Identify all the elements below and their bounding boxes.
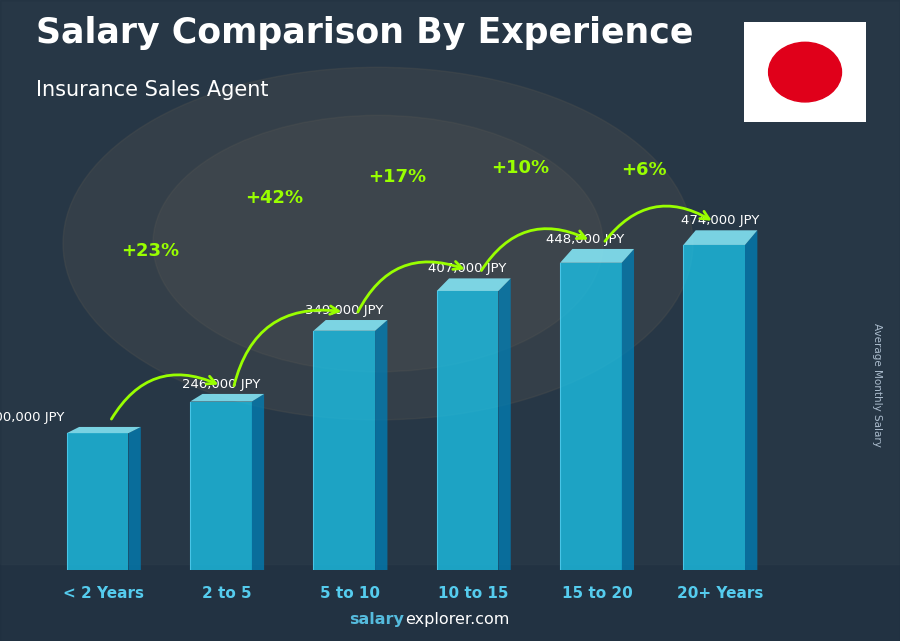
Text: 20+ Years: 20+ Years (677, 586, 763, 601)
Text: salary: salary (349, 612, 404, 627)
Bar (0, 0, 900, 564)
Polygon shape (375, 320, 387, 570)
Ellipse shape (153, 115, 603, 372)
Text: +10%: +10% (491, 159, 550, 177)
Polygon shape (313, 331, 375, 570)
Polygon shape (622, 249, 634, 570)
Text: +42%: +42% (245, 188, 303, 206)
Text: 15 to 20: 15 to 20 (562, 586, 633, 601)
Circle shape (769, 42, 842, 102)
Text: Salary Comparison By Experience: Salary Comparison By Experience (36, 16, 693, 50)
Text: +23%: +23% (122, 242, 180, 260)
Polygon shape (560, 249, 634, 263)
Polygon shape (683, 245, 745, 570)
Text: 5 to 10: 5 to 10 (320, 586, 381, 601)
Text: 10 to 15: 10 to 15 (438, 586, 509, 601)
Polygon shape (436, 278, 510, 291)
Text: +6%: +6% (621, 161, 667, 179)
Text: 448,000 JPY: 448,000 JPY (545, 233, 624, 246)
Polygon shape (683, 230, 757, 245)
Text: +17%: +17% (368, 168, 427, 186)
Text: Average Monthly Salary: Average Monthly Salary (871, 322, 882, 447)
Text: < 2 Years: < 2 Years (63, 586, 144, 601)
Text: explorer.com: explorer.com (405, 612, 509, 627)
Polygon shape (560, 263, 622, 570)
Polygon shape (67, 433, 129, 570)
Text: 246,000 JPY: 246,000 JPY (182, 378, 260, 390)
Polygon shape (252, 394, 264, 570)
Polygon shape (190, 394, 264, 401)
Polygon shape (499, 278, 510, 570)
Text: 407,000 JPY: 407,000 JPY (428, 262, 507, 275)
Polygon shape (67, 427, 140, 433)
Polygon shape (129, 427, 140, 570)
Text: Insurance Sales Agent: Insurance Sales Agent (36, 80, 268, 100)
Polygon shape (313, 320, 387, 331)
Polygon shape (190, 401, 252, 570)
Text: 474,000 JPY: 474,000 JPY (681, 214, 760, 227)
Polygon shape (745, 230, 757, 570)
Text: 2 to 5: 2 to 5 (202, 586, 252, 601)
Polygon shape (436, 291, 499, 570)
Ellipse shape (63, 67, 693, 420)
Text: 349,000 JPY: 349,000 JPY (305, 304, 383, 317)
Text: 200,000 JPY: 200,000 JPY (0, 410, 65, 424)
